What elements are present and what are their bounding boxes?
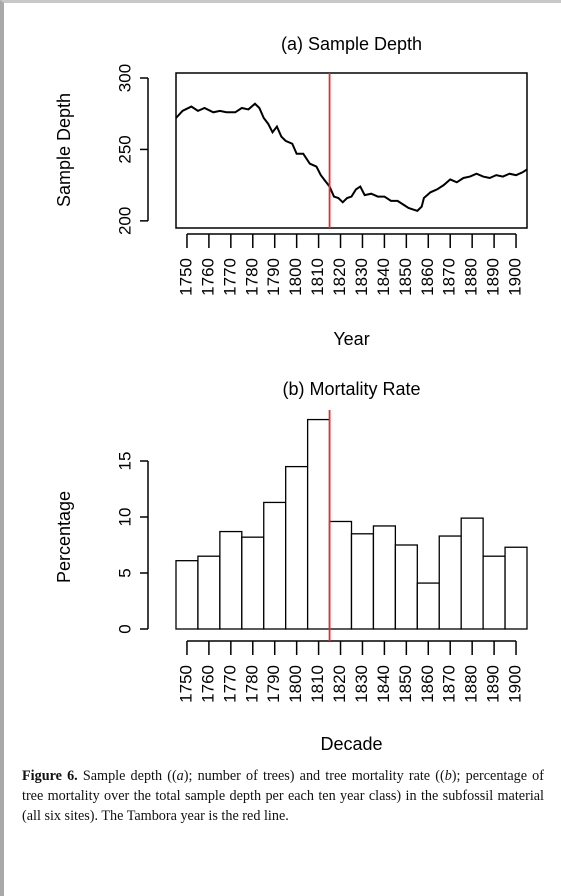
x-tick-label: 1850 (396, 258, 415, 296)
caption-text: Sample depth (( (77, 768, 177, 784)
x-tick-label: 1840 (374, 258, 393, 296)
bar (394, 544, 418, 630)
bar (285, 465, 309, 630)
bar (460, 517, 484, 630)
x-tick-label: 1860 (418, 258, 437, 296)
bar (372, 525, 397, 630)
plot-frame (175, 72, 528, 229)
chart-title: (b) Mortality Rate (282, 379, 420, 399)
x-tick-label: 1800 (286, 665, 305, 703)
x-tick-label: 1870 (440, 258, 459, 296)
x-tick-label: 1810 (308, 258, 327, 296)
y-tick-label: 300 (115, 64, 134, 92)
x-tick-label: 1810 (308, 665, 327, 703)
x-tick-label: 1890 (484, 665, 503, 703)
x-tick-label: 1780 (242, 258, 261, 296)
figure: (a) Sample Depth Sample Depth Year 200 250 30… (54, 34, 528, 754)
x-tick-label: 1890 (484, 258, 503, 296)
caption-text: ); percentage of tree mortality over the… (22, 768, 544, 824)
bar (197, 555, 221, 630)
x-tick-label: 1900 (506, 258, 525, 296)
bar (504, 546, 528, 630)
bar (350, 533, 375, 630)
x-tick-label: 1820 (330, 665, 349, 703)
x-tick-label: 1850 (396, 665, 415, 703)
chart-title: (a) Sample Depth (281, 34, 422, 54)
caption-label: Figure 6. (22, 768, 78, 784)
x-tick-label: 1790 (264, 258, 283, 296)
x-tick-label: 1840 (374, 665, 393, 703)
x-tick-label: 1820 (330, 258, 349, 296)
y-tick-label: 0 (115, 624, 134, 633)
x-axis-label: Year (333, 329, 369, 349)
bar (263, 501, 287, 630)
y-tick-label: 15 (115, 452, 134, 471)
x-tick-label: 1860 (418, 665, 437, 703)
bar (219, 530, 243, 630)
x-tick-label: 1830 (352, 665, 371, 703)
data-line (175, 102, 528, 212)
bar (416, 582, 440, 630)
y-tick-label: 5 (115, 568, 134, 577)
caption-text: b (444, 768, 452, 784)
bar (175, 560, 199, 630)
caption-text: ); number of trees) and tree mortality r… (183, 768, 445, 784)
y-tick-label: 10 (115, 508, 134, 527)
bar (438, 535, 462, 630)
x-tick-label: 1760 (198, 665, 217, 703)
x-tick-label: 1770 (220, 258, 239, 296)
x-tick-label: 1800 (286, 258, 305, 296)
x-tick-label: 1880 (462, 258, 481, 296)
x-tick-label: 1880 (462, 665, 481, 703)
x-tick-label: 1780 (242, 665, 261, 703)
x-tick-label: 1760 (198, 258, 217, 296)
x-tick-label: 1750 (176, 665, 195, 703)
x-tick-label: 1790 (264, 665, 283, 703)
x-tick-label: 1870 (440, 665, 459, 703)
caption-text: a (176, 768, 184, 784)
bar (306, 418, 331, 630)
x-tick-label: 1900 (506, 665, 525, 703)
x-tick-label: 1770 (220, 665, 239, 703)
caption: Figure 6. Sample depth ((a); number of t… (22, 766, 544, 826)
x-tick-label: 1750 (176, 258, 195, 296)
x-tick-label: 1830 (352, 258, 371, 296)
y-axis-label: Percentage (54, 491, 74, 583)
y-axis-label: Sample Depth (54, 93, 74, 207)
y-tick-label: 250 (115, 135, 134, 163)
bar (328, 520, 353, 630)
bar (482, 555, 506, 630)
x-axis-label: Decade (320, 734, 382, 754)
bar (241, 536, 265, 630)
y-tick-label: 200 (115, 207, 134, 235)
